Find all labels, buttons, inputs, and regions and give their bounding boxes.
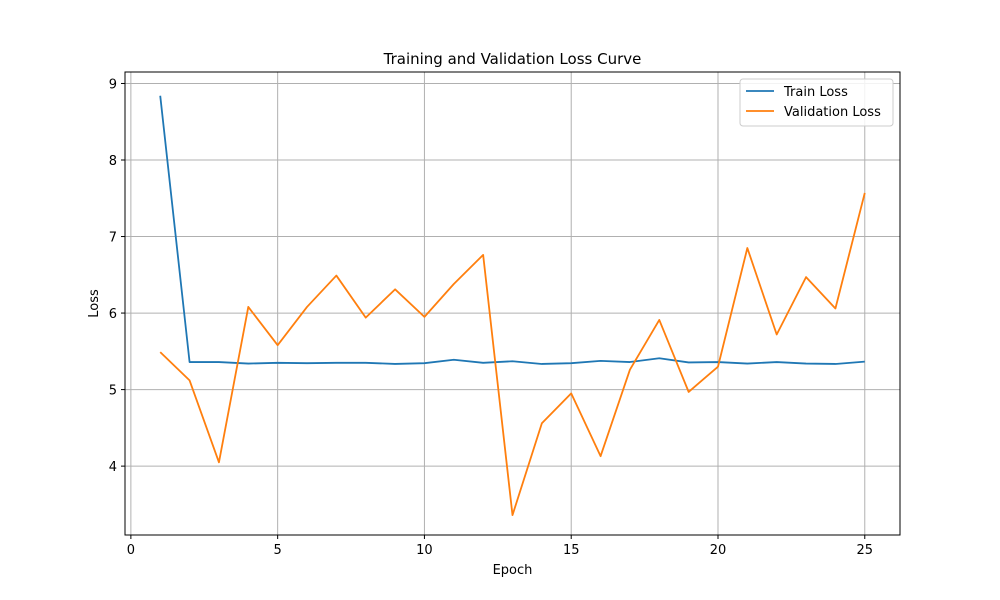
y-tick-label: 6 [109,307,117,322]
y-tick-label: 8 [109,154,117,169]
x-axis-label: Epoch [493,563,533,578]
legend-train-label: Train Loss [783,85,848,100]
y-axis-ticks: 4 5 6 7 8 9 [109,77,125,475]
y-tick-label: 9 [109,77,117,92]
validation-loss-line [159,192,866,516]
y-tick-label: 5 [109,384,117,399]
x-tick-label: 10 [416,543,433,558]
legend-validation-label: Validation Loss [784,105,881,120]
grid-lines [125,72,900,535]
plot-frame [124,71,901,536]
x-tick-label: 20 [710,543,727,558]
legend: Train Loss Validation Loss [739,78,894,127]
x-tick-label: 25 [856,543,873,558]
y-axis-label: Loss [87,289,102,318]
x-tick-label: 0 [127,543,135,558]
x-axis-ticks: 0 5 10 15 20 25 [127,535,873,558]
legend-box [739,78,894,127]
x-tick-label: 15 [563,543,580,558]
x-tick-label: 5 [274,543,282,558]
train-loss-line [159,95,865,365]
y-tick-label: 4 [109,460,117,475]
chart-title: Training and Validation Loss Curve [383,50,642,68]
series-lines [159,95,866,516]
y-tick-label: 7 [109,231,117,246]
